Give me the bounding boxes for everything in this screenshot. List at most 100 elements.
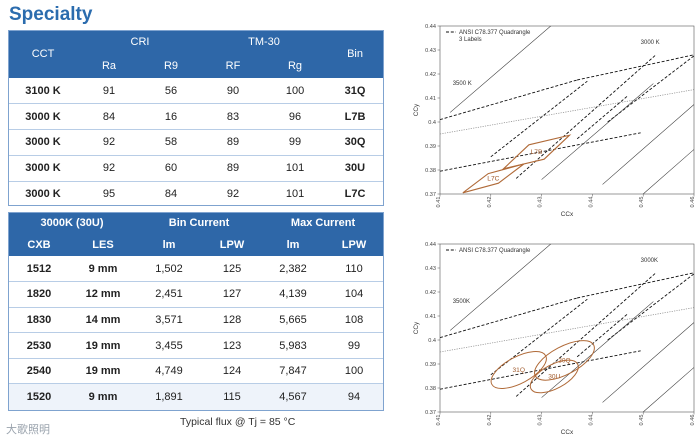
cell-lpw-bin: 124 — [202, 357, 263, 384]
table-row: 3100 K 91 56 90 100 31Q — [8, 78, 384, 104]
y-tick-label: 0.38 — [425, 386, 436, 392]
ansi-quadrangle-line — [440, 132, 641, 172]
watermark-logo: 大歌照明 — [6, 424, 50, 436]
bin-region-l7b — [501, 134, 572, 170]
cell-lpw-max: 94 — [324, 383, 385, 410]
bin-label: L7C — [487, 175, 499, 182]
plot-frame — [439, 25, 695, 195]
plot-area: 0.41 0.42 0.43 0.44 0.45 0.46 0.37 0.38 0.39 0.4 0… — [413, 242, 696, 436]
chromaticity-plot-bottom: 0.41 0.42 0.43 0.44 0.45 0.46 0.37 0.38 0.39 0.4 0… — [413, 242, 696, 436]
header-lm-max: lm — [286, 239, 300, 251]
cell-lm-max: 5,983 — [262, 332, 325, 359]
cell-cxb: 1830 — [8, 306, 70, 333]
header-variant: 3000K (30U) — [40, 217, 104, 229]
cell-lm-max: 7,847 — [262, 357, 325, 384]
legend-entry: ANSI C78.377 Quadrangle — [459, 30, 531, 36]
cell-cct: 3000 K — [8, 180, 78, 207]
bin-label: 31Q — [513, 367, 525, 374]
bin-ellipse-30u — [529, 359, 579, 394]
cell-lpw-bin: 128 — [202, 306, 263, 333]
isotemperature-line — [643, 367, 694, 412]
x-tick-label: 0.44 — [588, 197, 594, 208]
header-cct: CCT — [31, 48, 55, 60]
cell-cxb: 1512 — [26, 262, 52, 275]
cell-lm-bin: 3,571 — [136, 306, 203, 333]
y-tick-label: 0.39 — [425, 144, 436, 150]
cell-lm-max: 4,567 — [262, 383, 325, 410]
ansi-quadrangle-line — [577, 54, 694, 81]
header-bin-current: Bin Current — [168, 217, 230, 229]
y-tick-label: 0.42 — [425, 72, 436, 78]
cct-label: 3000K — [641, 258, 658, 264]
cell-lpw-bin: 127 — [202, 281, 263, 308]
cell-lm-bin: 2,451 — [136, 281, 203, 308]
plot-frame — [439, 243, 695, 413]
x-tick-label: 0.44 — [588, 415, 594, 426]
legend: ANSI C78.377 Quadrangle — [446, 248, 531, 254]
specialty-cct-table: CCT CRI TM-30 Bin Ra R9 RF Rg 3100 K 91 … — [8, 30, 385, 207]
bin-ellipse-31q — [490, 351, 547, 389]
ansi-quadrangle-line — [515, 54, 657, 179]
header-cxb: CXB — [27, 239, 51, 251]
cell-les: 9 mm — [88, 262, 118, 275]
x-tick-label: 0.41 — [436, 415, 442, 426]
y-tick-label: 0.42 — [425, 290, 436, 296]
cell-bin: 30U — [326, 154, 385, 182]
cell-les: 19 mm — [70, 357, 137, 384]
y-axis-label: CCy — [413, 103, 420, 116]
cell-cxb: 1820 — [8, 281, 70, 308]
table-row: 1820 12 mm 2,451 127 4,139 104 — [8, 281, 385, 308]
cell-r9: 58 — [140, 129, 203, 156]
cell-bin: L7C — [326, 180, 385, 207]
table-row: 1520 9 mm 1,891 115 4,567 94 — [8, 383, 385, 410]
header-bin: Bin — [347, 48, 363, 60]
cell-bin: 31Q — [344, 84, 366, 97]
header-tm30: TM-30 — [248, 36, 280, 48]
cct-label: 3500K — [453, 299, 470, 305]
x-tick-label: 0.45 — [639, 415, 645, 426]
ansi-quadrangle-line — [607, 273, 694, 341]
table-row: 2530 19 mm 3,455 123 5,983 99 — [8, 332, 385, 359]
cell-r9: 16 — [140, 103, 203, 130]
cell-lpw-max: 104 — [324, 281, 385, 308]
table-row: 3000 K 95 84 92 101 L7C — [8, 180, 385, 207]
plot-area: 0.41 0.42 0.43 0.44 0.45 0.46 0.37 0.38 0.39 0.4 0… — [413, 24, 696, 218]
cell-rf: 83 — [202, 103, 265, 130]
ansi-quadrangle-line — [577, 272, 694, 299]
y-tick-label: 0.4 — [428, 120, 436, 126]
plot-content: L7B L7C 3500 K 3000 K — [440, 26, 694, 194]
x-tick-label: 0.45 — [639, 197, 645, 208]
isotemperature-line — [541, 83, 654, 180]
cell-bin: 30Q — [326, 129, 385, 156]
cell-les: 12 mm — [70, 281, 137, 308]
header-rf: RF — [225, 60, 241, 72]
ansi-quadrangle-line — [576, 95, 629, 140]
cell-rf: 89 — [202, 154, 265, 182]
y-tick-label: 0.37 — [425, 410, 436, 416]
header-les: LES — [92, 239, 114, 251]
y-tick-label: 0.37 — [425, 192, 436, 198]
y-tick-label: 0.43 — [425, 48, 436, 54]
bin-label: L7B — [531, 149, 543, 156]
legend-entry: 3 Labels — [459, 37, 482, 43]
cell-lm-bin: 3,455 — [136, 332, 203, 359]
cell-lpw-max: 100 — [324, 357, 385, 384]
cct-label: 3000 K — [641, 40, 660, 46]
cell-cxb: 2530 — [8, 332, 70, 359]
cell-rg: 96 — [264, 103, 327, 130]
cell-cct: 3000 K — [8, 129, 78, 156]
y-tick-label: 0.39 — [425, 362, 436, 368]
cell-lm-max: 4,139 — [262, 281, 325, 308]
y-tick-label: 0.44 — [425, 242, 436, 248]
y-tick-label: 0.41 — [425, 96, 436, 102]
table-row: 1512 9 mm 1,502 125 2,382 110 — [8, 256, 384, 282]
x-tick-label: 0.41 — [436, 197, 442, 208]
cell-les: 9 mm — [70, 383, 137, 410]
table-row: 3000 K 92 58 89 99 30Q — [8, 129, 385, 156]
cct-label: 3500 K — [453, 81, 472, 87]
footnote: Typical flux @ Tj = 85 °C — [180, 416, 296, 428]
cell-ra: 95 — [78, 180, 140, 207]
cell-cct: 3100 K — [25, 84, 61, 97]
isotemperature-line — [541, 301, 654, 398]
